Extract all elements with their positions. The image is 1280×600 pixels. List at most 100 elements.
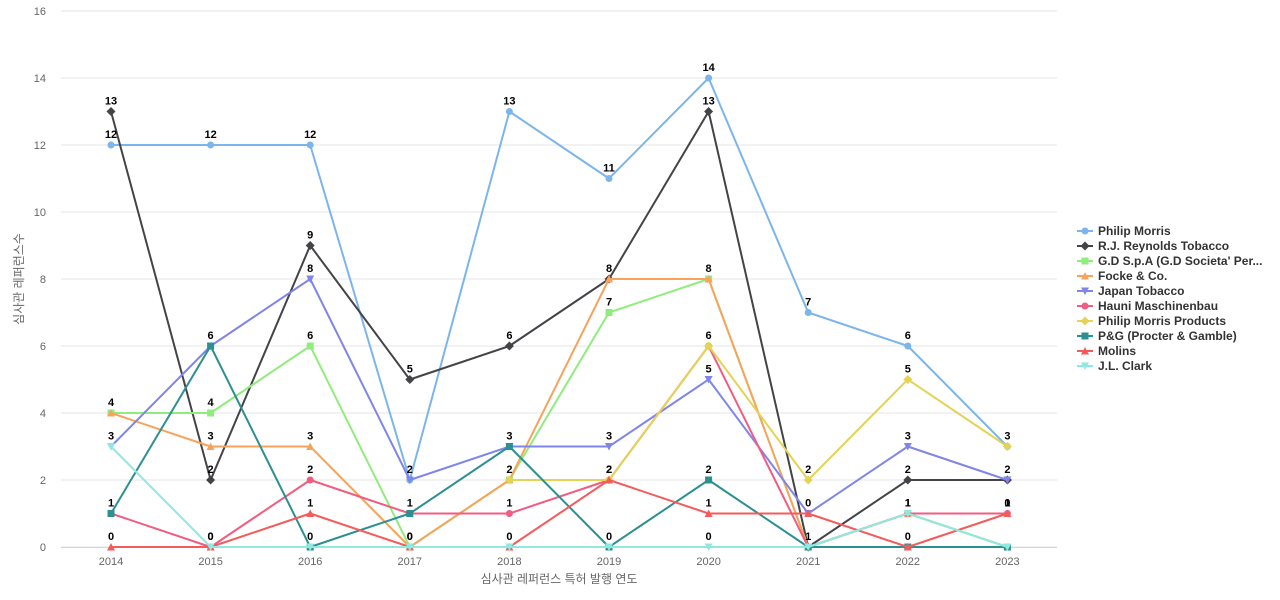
data-point [605,175,613,182]
data-label: 8 [706,263,712,275]
data-point [1003,543,1012,551]
data-label: 2 [506,464,512,476]
data-point [704,275,713,283]
data-point [305,241,315,250]
data-point [107,543,115,551]
x-tick-label: 2016 [298,556,322,568]
data-label: 3 [307,431,313,443]
data-point [903,543,912,551]
data-point [1003,509,1012,517]
data-label: 1 [905,498,911,510]
data-point [306,342,314,350]
series-group [106,74,1012,552]
data-point [306,476,314,484]
y-tick-label: 10 [34,207,46,219]
data-point [903,475,913,485]
legend-item[interactable]: Hauni Maschinenbau [1077,299,1218,313]
y-tick-label: 6 [40,341,46,353]
data-label: 3 [506,431,512,443]
data-label: 3 [1004,431,1010,443]
data-point [804,543,813,551]
data-label: 5 [905,364,911,376]
data-label: 5 [706,364,712,376]
data-point [107,409,115,417]
series-line [111,77,1009,481]
series-9 [107,443,1012,551]
legend-marker [1081,347,1089,355]
legend-marker [1081,332,1089,340]
data-point [206,442,215,450]
legend-item[interactable]: Focke & Co. [1077,269,1167,283]
data-point [505,510,513,517]
legend-item[interactable]: J.L. Clark [1077,359,1152,373]
data-label: 0 [706,531,712,543]
x-tick-labels: 2014 2015 2016 2017 2018 2019 2020 2021 2022 2023 [99,556,1020,568]
data-label: 2 [706,464,712,476]
legend-item[interactable]: Philip Morris [1077,224,1171,238]
data-point [704,341,714,351]
y-tick-label: 12 [34,140,46,152]
legend-marker [1081,302,1089,310]
data-label: 0 [407,531,413,543]
legend-marker [1081,287,1089,295]
data-label: 3 [208,431,214,443]
data-point [903,375,913,384]
data-point [405,375,415,384]
legend-label: Hauni Maschinenbau [1098,299,1218,313]
data-label: 0 [108,531,114,543]
data-label: 2 [606,464,612,476]
series-line [110,278,1008,515]
data-label: 1 [1004,498,1010,510]
data-label: 13 [702,96,714,108]
data-point [704,376,713,384]
data-label: 1 [506,498,512,510]
data-label: 0 [606,531,612,543]
legend-item[interactable]: Japan Tobacco [1077,284,1184,298]
legend-marker [1080,241,1090,251]
legend-item[interactable]: Philip Morris Products [1077,314,1226,328]
data-label: 14 [702,62,715,74]
data-point [107,510,115,517]
data-label: 12 [304,129,316,141]
data-label: 1 [407,498,413,510]
data-point [405,543,414,551]
data-point [504,475,514,485]
data-point [803,475,813,485]
x-tick-label: 2017 [398,556,422,568]
data-label: 0 [208,531,214,543]
data-point [206,543,215,551]
data-label: 2 [905,464,911,476]
legend-item[interactable]: G.D S.p.A (G.D Societa' Per... [1077,254,1262,268]
data-label: 12 [204,129,216,141]
legend-marker [1080,316,1090,326]
legend-item[interactable]: R.J. Reynolds Tobacco [1077,239,1229,253]
legend-marker [1081,272,1089,280]
y-tick-label: 4 [40,408,46,420]
data-point [1003,476,1012,484]
series-8 [107,476,1012,551]
data-point [704,543,713,551]
series-line [111,479,1008,548]
data-point [605,543,613,551]
data-label: 2 [407,464,413,476]
legend-item[interactable]: P&G (Procter & Gamble) [1077,329,1237,343]
y-tick-label: 14 [34,73,46,85]
legend-label: Philip Morris Products [1098,314,1226,328]
x-tick-label: 2015 [198,556,222,568]
legend-item[interactable]: Molins [1077,344,1136,358]
data-label: 0 [506,531,512,543]
x-tick-label: 2014 [99,556,123,568]
legend-label: Focke & Co. [1098,269,1167,283]
data-point [605,476,613,484]
data-point [903,510,912,518]
data-point [405,476,414,484]
data-label: 8 [307,263,313,275]
legend-marker [1081,257,1089,265]
data-point [705,74,713,82]
data-label: 11 [603,163,615,175]
data-label: 0 [208,531,214,543]
series-0 [107,74,1011,484]
data-label: 6 [905,330,911,342]
